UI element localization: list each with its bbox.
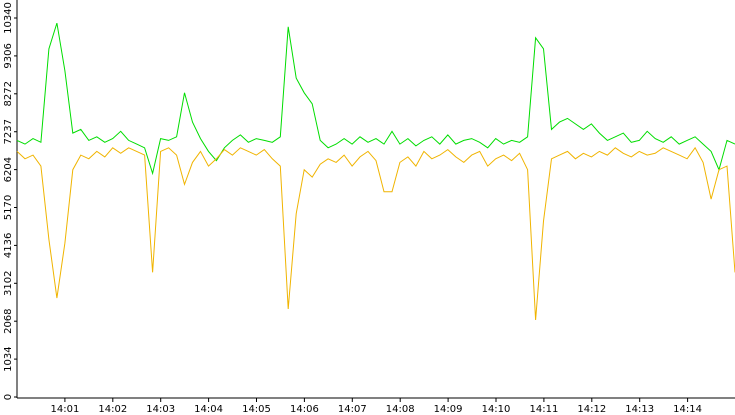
- y-tick-label: 1034: [3, 346, 14, 371]
- y-tick-label: 5170: [3, 195, 14, 220]
- series-line: [16, 146, 735, 321]
- y-tick-label: 0: [3, 394, 14, 400]
- x-tick-label: 14:14: [673, 404, 702, 415]
- x-tick-label: 14:02: [98, 404, 127, 415]
- y-tick-label: 2068: [3, 308, 14, 333]
- x-tick-label: 14:07: [338, 404, 367, 415]
- x-tick-label: 14:12: [577, 404, 606, 415]
- x-tick-label: 14:04: [194, 404, 223, 415]
- x-tick-label: 14:03: [146, 404, 175, 415]
- x-tick-label: 14:08: [386, 404, 415, 415]
- x-tick-label: 14:01: [50, 404, 79, 415]
- y-tick-label: 7237: [3, 119, 14, 144]
- y-tick-label: 6204: [3, 157, 14, 182]
- x-tick-label: 14:11: [529, 404, 558, 415]
- y-tick-label: 8272: [3, 81, 14, 106]
- x-tick-label: 14:09: [434, 404, 463, 415]
- y-tick-label: 4136: [3, 233, 14, 258]
- x-tick-label: 14:05: [242, 404, 271, 415]
- y-tick-label: 9306: [3, 43, 14, 68]
- series-line: [16, 22, 735, 176]
- y-tick-label: 10340: [3, 2, 14, 34]
- y-tick-label: 3102: [3, 271, 14, 296]
- x-tick-label: 14:10: [482, 404, 511, 415]
- x-tick-label: 14:06: [290, 404, 319, 415]
- x-tick-label: 14:13: [625, 404, 654, 415]
